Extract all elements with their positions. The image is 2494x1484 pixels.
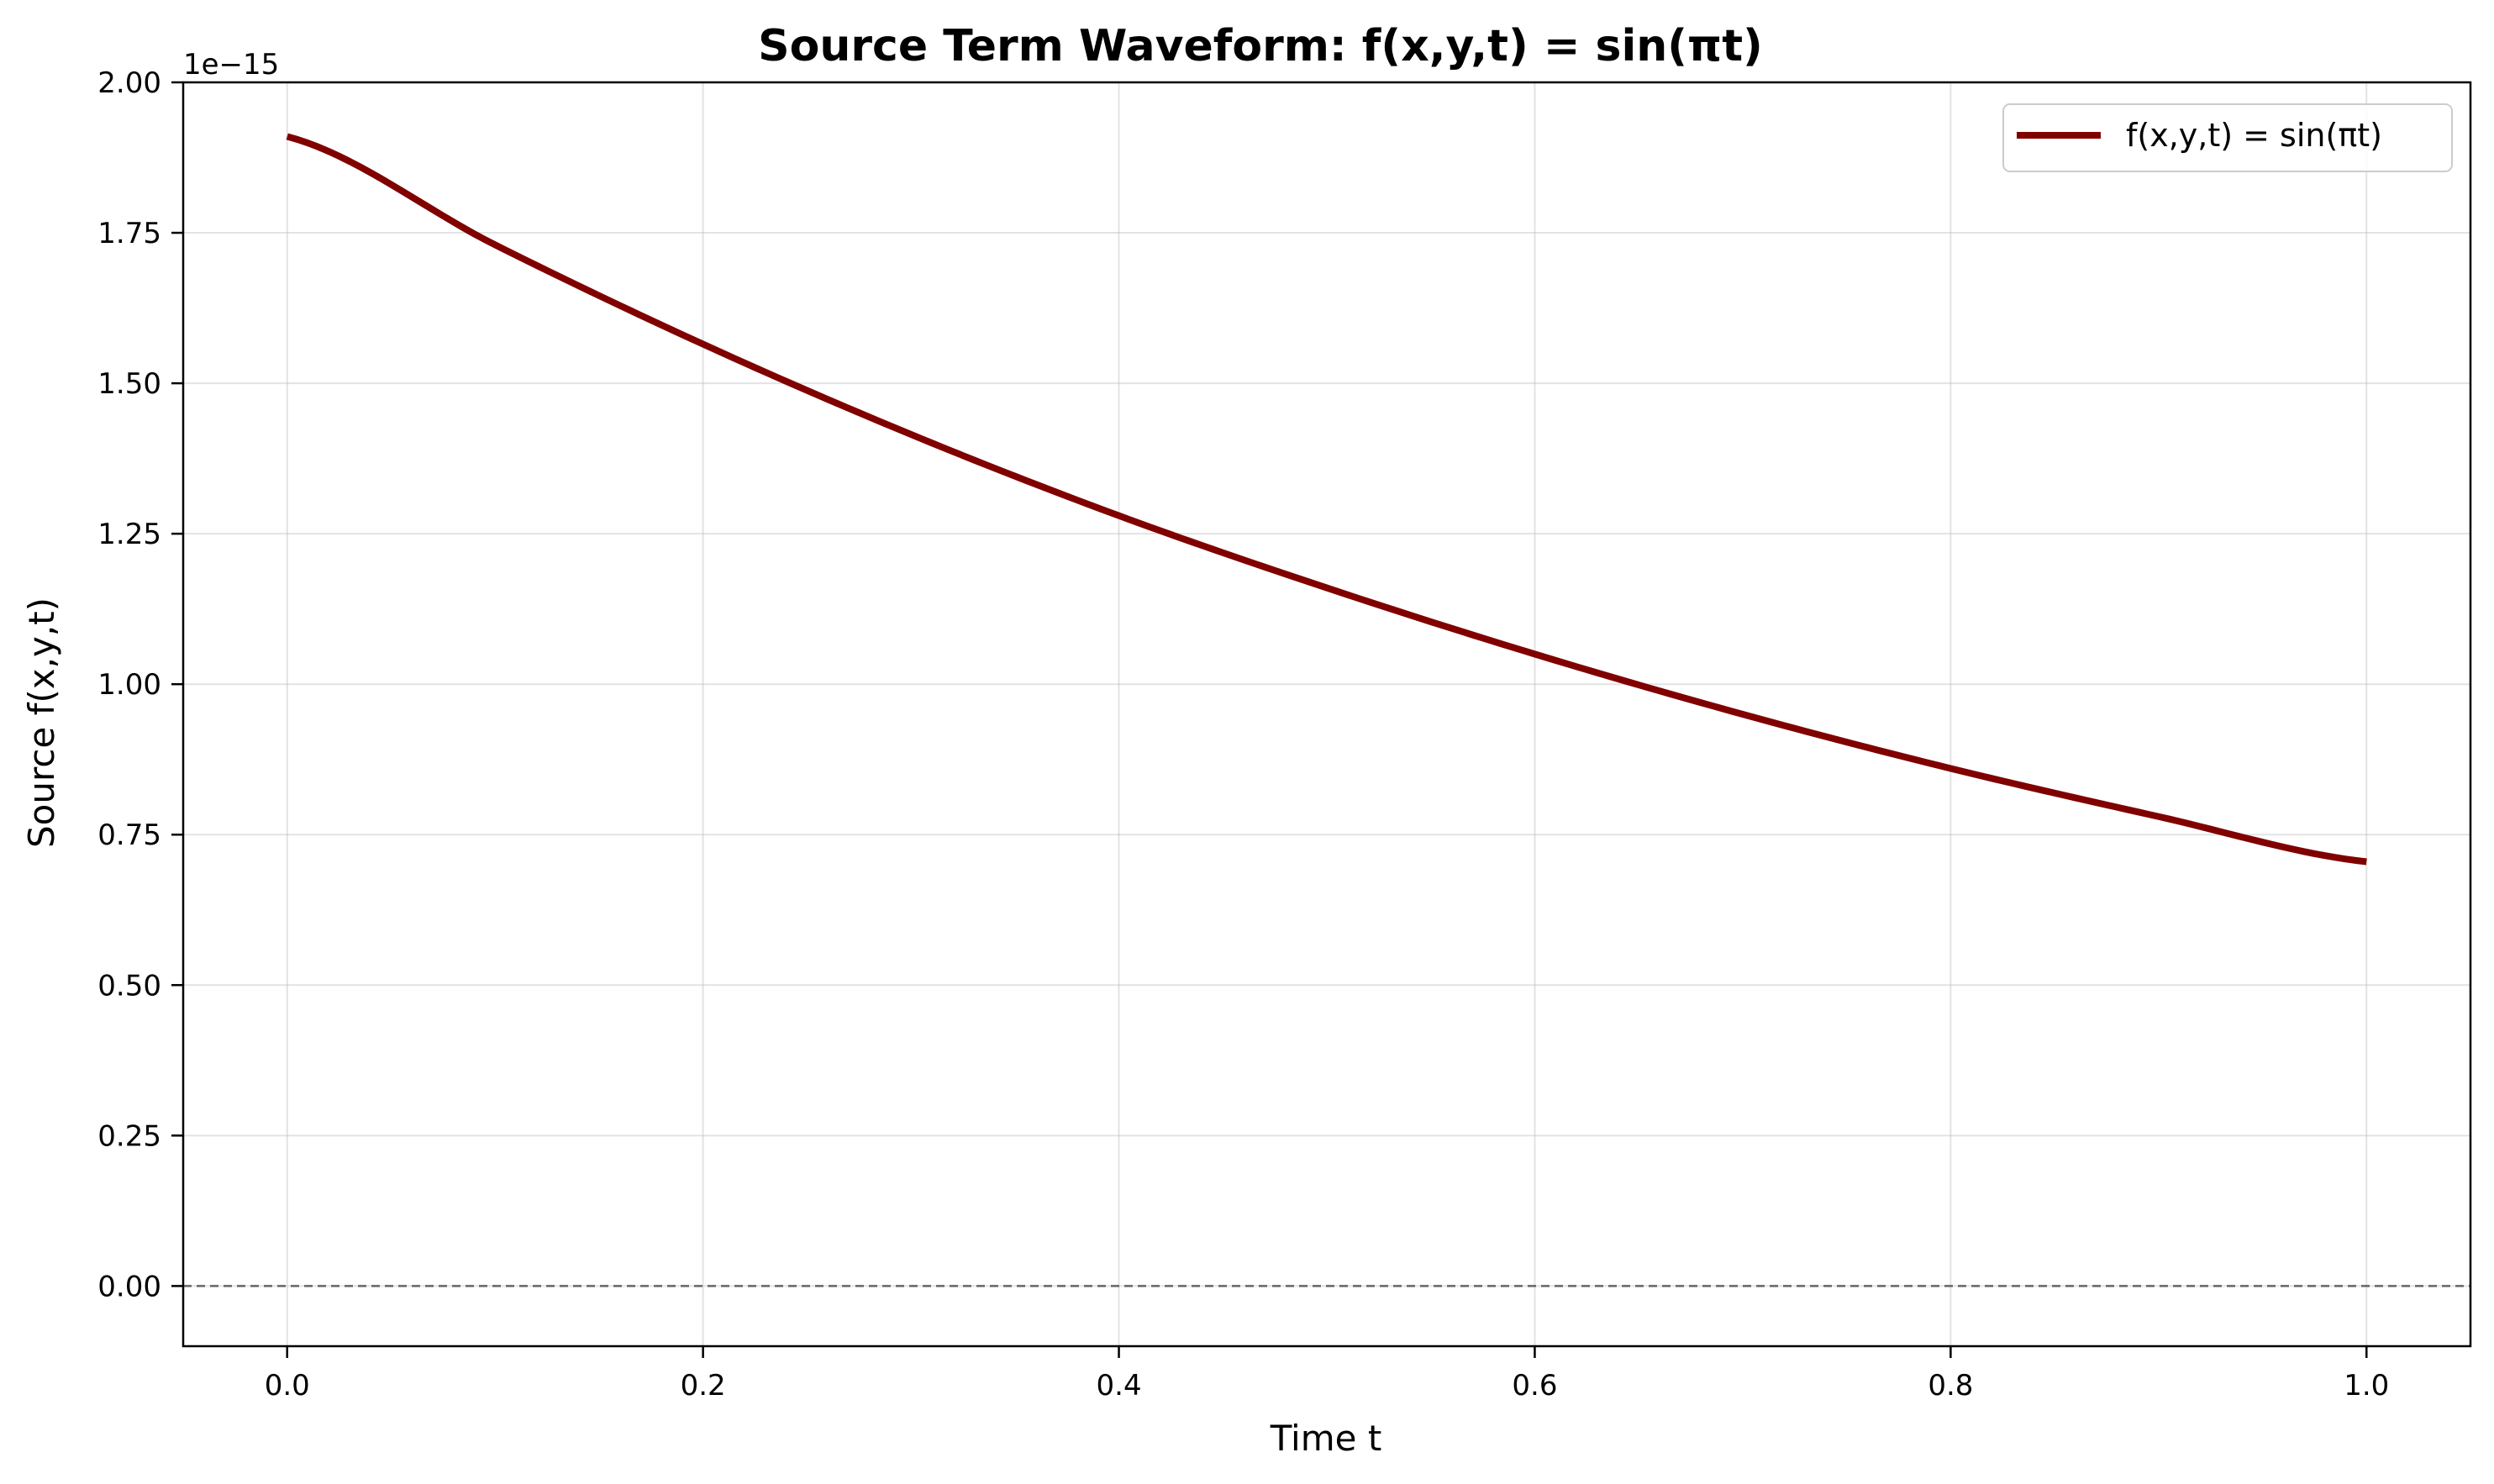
legend: f(x,y,t) = sin(πt) bbox=[2002, 103, 2453, 172]
x-axis-label: Time t bbox=[1270, 1418, 1382, 1459]
y-tick-label: 0.75 bbox=[97, 818, 161, 852]
chart-title: Source Term Waveform: f(x,y,t) = sin(πt) bbox=[758, 21, 1763, 71]
y-axis-ticks: 0.00 0.25 0.50 0.75 1.00 1.25 1.50 1.75 2.00 bbox=[97, 66, 183, 1303]
y-axis-offset-label: 1e−15 bbox=[183, 48, 279, 82]
x-tick-label: 0.8 bbox=[1928, 1369, 1973, 1402]
x-tick-label: 1.0 bbox=[2344, 1369, 2389, 1402]
y-axis-label: Source f(x,y,t) bbox=[21, 597, 62, 848]
legend-entry: f(x,y,t) = sin(πt) bbox=[2126, 117, 2382, 154]
y-tick-label: 1.25 bbox=[97, 518, 161, 551]
x-tick-label: 0.6 bbox=[1512, 1369, 1557, 1402]
series-line-0 bbox=[286, 133, 2367, 866]
y-tick-label: 1.75 bbox=[97, 217, 161, 250]
x-tick-label: 0.0 bbox=[265, 1369, 310, 1402]
plot-area-frame bbox=[182, 81, 2472, 1348]
y-tick-label: 2.00 bbox=[97, 66, 161, 100]
x-axis-ticks: 0.0 0.2 0.4 0.6 0.8 1.0 bbox=[265, 1346, 2389, 1402]
series-layer bbox=[286, 133, 2367, 866]
legend-box bbox=[2002, 103, 2453, 172]
grid bbox=[183, 82, 2470, 1346]
x-tick-label: 0.4 bbox=[1097, 1369, 1142, 1402]
x-tick-label: 0.2 bbox=[681, 1369, 726, 1402]
y-tick-label: 1.50 bbox=[97, 367, 161, 401]
y-tick-label: 1.00 bbox=[97, 668, 161, 702]
y-tick-label: 0.00 bbox=[97, 1270, 161, 1303]
y-tick-label: 0.50 bbox=[97, 969, 161, 1002]
y-tick-label: 0.25 bbox=[97, 1119, 161, 1153]
